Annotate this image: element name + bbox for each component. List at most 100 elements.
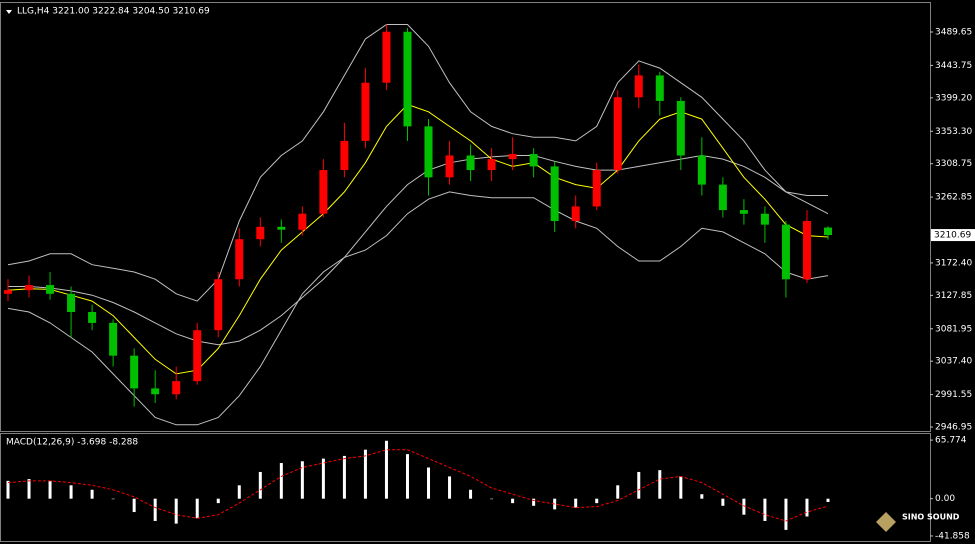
candle-body: [130, 355, 139, 389]
main-panel-frame: [0, 2, 931, 432]
candle-body: [760, 213, 769, 225]
candle-body: [403, 31, 412, 127]
macd-bar: [784, 498, 788, 530]
y-tick-label: 3037.40: [935, 357, 972, 367]
macd-bar: [553, 498, 557, 510]
candle-body: [382, 31, 391, 83]
macd-bar: [448, 476, 452, 499]
logo-text: SINO SOUND: [902, 513, 960, 522]
macd-bar: [658, 470, 662, 499]
candle-body: [445, 155, 454, 178]
logo: SINO SOUND: [876, 512, 960, 532]
macd-bar: [69, 485, 73, 499]
candle-body: [298, 213, 307, 230]
y-tick-label: 0.00: [935, 494, 955, 504]
macd-bar: [511, 498, 515, 504]
y-tick-label: 3353.30: [935, 127, 972, 137]
candle-body: [67, 293, 76, 312]
candle-body: [340, 140, 349, 171]
candle-body: [4, 290, 12, 294]
macd-bar: [363, 449, 367, 499]
macd-bar: [595, 498, 599, 504]
signal-line: [7, 449, 829, 522]
candle-body: [88, 311, 97, 323]
macd-bar: [321, 458, 325, 499]
y-tick-label: 3127.85: [935, 291, 972, 301]
candle-body: [319, 170, 328, 214]
candle-body: [697, 155, 706, 185]
candle-body: [802, 221, 811, 280]
macd-bar: [111, 498, 115, 500]
overlay-line: [7, 191, 829, 426]
candle-body: [46, 285, 55, 294]
main-title: LLG,H4 3221.00 3222.84 3204.50 3210.69: [17, 7, 210, 17]
candle-body: [361, 82, 370, 141]
y-tick-label: 3443.75: [935, 61, 972, 71]
candle-body: [193, 330, 202, 382]
macd-panel-frame: [0, 433, 931, 542]
macd-bar: [195, 498, 199, 519]
macd-bar: [721, 498, 725, 506]
y-tick-label: 3399.20: [935, 93, 972, 103]
macd-bar: [384, 440, 388, 499]
y-tick-label: -41.858: [935, 531, 970, 541]
overlay-line: [7, 24, 828, 302]
macd-bar: [574, 498, 578, 508]
macd-bar: [90, 489, 94, 499]
y-tick-label: 3172.40: [935, 258, 972, 268]
macd-bar: [826, 498, 830, 502]
macd-bar: [532, 498, 536, 506]
macd-bar: [742, 498, 746, 515]
candle-body: [613, 97, 622, 171]
logo-icon: [876, 512, 896, 532]
last-price-box: [931, 229, 975, 242]
collapse-icon: [6, 10, 12, 14]
candle-body: [592, 170, 601, 207]
macd-bar: [700, 494, 704, 499]
macd-bar: [763, 498, 767, 521]
candle-body: [235, 239, 244, 280]
candle-body: [781, 224, 790, 280]
candle-body: [739, 210, 748, 214]
candle-body: [824, 227, 832, 236]
macd-bar: [469, 489, 473, 499]
candle-body: [550, 166, 559, 222]
candle-body: [655, 75, 664, 101]
candle-body: [466, 155, 475, 171]
macd-bar: [616, 485, 620, 499]
last-price-label: 3210.69: [934, 231, 971, 241]
candle-body: [508, 154, 517, 160]
overlay-line: [7, 103, 829, 375]
macd-bar: [27, 479, 31, 499]
macd-bar: [174, 498, 178, 524]
macd-bar: [405, 454, 409, 499]
macd-bar: [300, 461, 304, 499]
y-tick-label: 3308.75: [935, 159, 972, 169]
candle-body: [277, 226, 286, 230]
candle-body: [109, 322, 118, 356]
candle-body: [424, 126, 433, 178]
candle-body: [25, 285, 34, 291]
candle-body: [487, 159, 496, 171]
candle-body: [256, 226, 265, 240]
candle-body: [676, 100, 685, 156]
candle-body: [529, 154, 538, 167]
y-tick-label: 3489.65: [935, 28, 972, 38]
y-tick-label: 2946.95: [935, 423, 972, 433]
overlay-line: [8, 154, 829, 346]
macd-bar: [279, 463, 283, 499]
candle-body: [634, 75, 643, 98]
y-tick-label: 3262.85: [935, 193, 972, 203]
macd-bar: [679, 476, 683, 499]
candle-body: [214, 279, 223, 331]
candle-body: [151, 388, 160, 395]
macd-bar: [427, 467, 431, 499]
macd-bar: [132, 498, 136, 513]
candle-body: [172, 381, 181, 395]
macd-bar: [258, 471, 262, 499]
macd-bar: [805, 498, 809, 517]
macd-bar: [342, 455, 346, 499]
y-tick-label: 2991.55: [935, 390, 972, 400]
macd-bar: [237, 485, 241, 499]
